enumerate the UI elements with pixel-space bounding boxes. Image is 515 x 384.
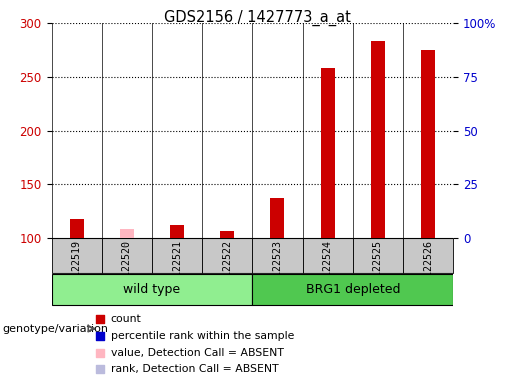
Text: BRG1 depleted: BRG1 depleted (305, 283, 400, 296)
Bar (353, 238, 403, 273)
Bar (270, 198, 284, 238)
Text: GSM122521: GSM122521 (172, 240, 182, 294)
Bar (321, 68, 335, 238)
Bar (102, 238, 152, 273)
Bar (403, 238, 453, 273)
Text: GSM122526: GSM122526 (423, 240, 433, 294)
Text: percentile rank within the sample: percentile rank within the sample (111, 331, 294, 341)
Bar (421, 50, 435, 238)
Text: GSM122525: GSM122525 (373, 240, 383, 294)
Bar (152, 238, 202, 273)
Bar (52, 238, 102, 273)
Text: GSM122524: GSM122524 (323, 240, 333, 294)
Text: GDS2156 / 1427773_a_at: GDS2156 / 1427773_a_at (164, 10, 351, 26)
Text: GSM122519: GSM122519 (72, 240, 81, 294)
Text: genotype/variation: genotype/variation (3, 324, 109, 334)
Bar (202, 238, 252, 273)
Text: GSM122523: GSM122523 (272, 240, 282, 294)
Text: value, Detection Call = ABSENT: value, Detection Call = ABSENT (111, 348, 284, 358)
Bar (252, 238, 303, 273)
Bar (170, 225, 184, 238)
Bar (371, 41, 385, 238)
Bar (52, 275, 252, 306)
Bar (252, 275, 453, 306)
Text: count: count (111, 314, 142, 324)
Text: GSM122522: GSM122522 (222, 240, 232, 294)
Text: GSM122520: GSM122520 (122, 240, 132, 294)
Bar (220, 230, 234, 238)
Bar (303, 238, 353, 273)
Bar (70, 219, 83, 238)
Bar (120, 230, 134, 238)
Text: wild type: wild type (124, 283, 180, 296)
Text: rank, Detection Call = ABSENT: rank, Detection Call = ABSENT (111, 364, 278, 374)
